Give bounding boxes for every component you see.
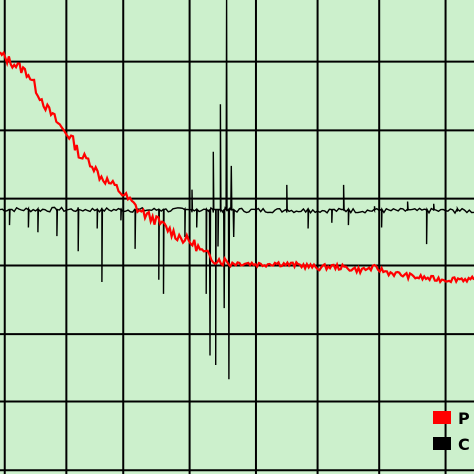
legend: P C [433, 409, 470, 454]
legend-label-p: P [458, 409, 470, 428]
series-line-p [0, 50, 474, 285]
legend-swatch-c [433, 437, 451, 450]
series-layer [0, 0, 474, 380]
legend-swatch-p [433, 411, 451, 424]
legend-label-c: C [458, 435, 470, 454]
